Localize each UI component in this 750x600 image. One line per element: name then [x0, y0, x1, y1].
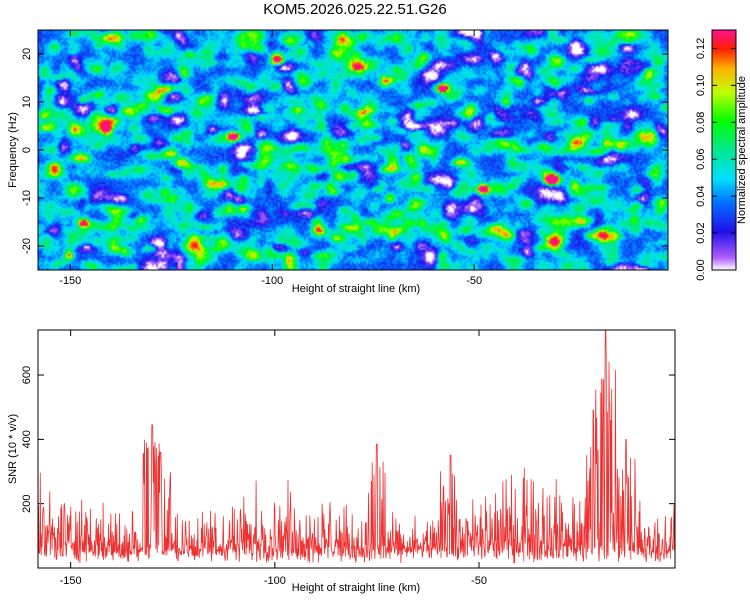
chart-title: KOM5.2026.025.22.51.G26 — [263, 1, 446, 18]
colorbar-tick-label: 0.06 — [695, 149, 707, 170]
heatmap-x-ticks: -150 -100 -50 — [59, 30, 482, 287]
snr-y-ticks: 200 400 600 — [21, 366, 675, 513]
heatmap-y-tick-label: -10 — [21, 190, 33, 206]
snr-y-label: SNR (10 * v/v) — [7, 414, 19, 484]
heatmap-y-tick-label: 20 — [21, 48, 33, 60]
colorbar: 0.00 0.02 0.04 0.06 0.08 0.10 0.12 Normalized … — [695, 29, 748, 281]
heatmap-y-tick-label: 0 — [21, 147, 33, 153]
heatmap-x-tick-label: -150 — [59, 275, 81, 287]
heatmap-y-tick-label: 10 — [21, 96, 33, 108]
heatmap-y-label: Frequency (Hz) — [7, 112, 19, 188]
snr-frame — [37, 329, 676, 569]
snr-x-label: Height of straight line (km) — [292, 582, 420, 594]
colorbar-label: Normalized spectral amplitude — [736, 76, 748, 224]
colorbar-tick-label: 0.08 — [695, 112, 707, 133]
heatmap-image — [38, 30, 668, 270]
heatmap-x-tick-label: -100 — [261, 275, 283, 287]
colorbar-ticks: 0.00 0.02 0.04 0.06 0.08 0.10 0.12 — [695, 38, 736, 281]
heatmap-y-tick-label: -20 — [21, 238, 33, 254]
heatmap-x-tick-label: -50 — [466, 275, 482, 287]
snr-x-tick-label: -150 — [60, 575, 82, 587]
colorbar-tick-label: 0.04 — [695, 185, 707, 206]
snr-y-tick-label: 600 — [21, 366, 33, 384]
colorbar-tick-label: 0.10 — [695, 75, 707, 96]
colorbar-tick-label: 0.12 — [695, 38, 707, 59]
snr-panel: -150 -100 -50 200 400 600 Height of straight… — [7, 329, 676, 594]
heatmap-x-label: Height of straight line (km) — [292, 283, 420, 295]
colorbar-tick-label: 0.02 — [695, 222, 707, 243]
snr-x-ticks: -150 -100 -50 — [60, 330, 487, 587]
heatmap-y-ticks: -20 -10 0 10 20 — [21, 48, 668, 254]
colorbar-tick-label: 0.00 — [695, 259, 707, 280]
colorbar-gradient — [711, 29, 737, 271]
snr-y-tick-label: 200 — [21, 494, 33, 512]
snr-x-tick-label: -100 — [264, 575, 286, 587]
snr-series-line — [37, 329, 676, 564]
snr-y-tick-label: 400 — [21, 430, 33, 448]
snr-x-tick-label: -50 — [471, 575, 487, 587]
